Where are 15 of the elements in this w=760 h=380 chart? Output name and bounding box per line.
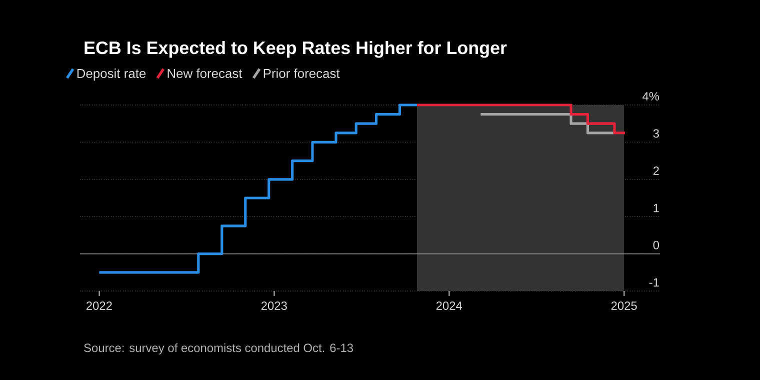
y-tick-label: 0 [653,240,660,250]
chart-title: ECB Is Expected to Keep Rates Higher for Longer [84,41,507,58]
y-tick-label: 3 [653,129,659,138]
y-tick-label: 1 [654,204,659,212]
x-tick-label: 2024 [436,301,462,310]
legend-label: Deposit rate [77,68,146,81]
legend-label: New forecast [168,68,242,78]
y-tick-label: -1 [649,278,659,286]
legend-label: Prior forecast [264,68,340,78]
y-tick-label: 4% [642,92,660,100]
x-tick-label: 2025 [611,301,637,310]
source-note: Source: survey of economists conducted Oct. 6-13 [84,343,353,354]
x-tick-label: 2022 [86,301,112,310]
y-tick-label: 2 [653,166,659,175]
x-tick-label: 2023 [261,301,287,310]
